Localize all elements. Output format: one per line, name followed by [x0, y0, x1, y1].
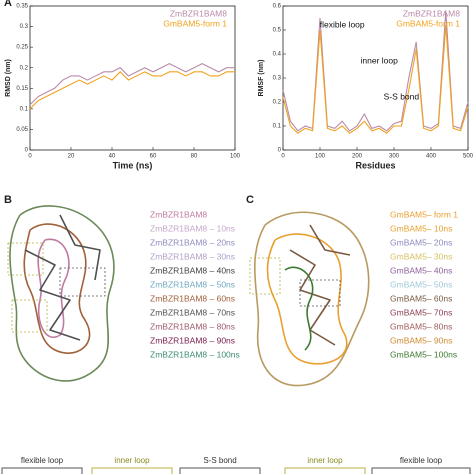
legend-entry: ZmBZR1BAM8 – 30ns — [150, 251, 235, 261]
x-tick-label: 60 — [150, 154, 157, 160]
legend-entry: ZmBZR1BAM8 — [150, 209, 207, 219]
inset-label: S-S bond — [203, 456, 236, 465]
legend-entry: ZmBZR1BAM8 — [170, 8, 227, 18]
x-tick-label: 100 — [315, 154, 326, 160]
legend-entry: ZmBZR1BAM8 – 50ns — [150, 279, 235, 289]
panel-label: A — [4, 0, 12, 9]
legend-entry: ZmBZR1BAM8 – 70ns — [150, 307, 235, 317]
legend-entry: GmBAM5– 100ns — [390, 349, 457, 359]
box — [299, 279, 341, 307]
backbone — [266, 233, 348, 365]
annotation: inner loop — [361, 55, 399, 65]
x-tick-label: 40 — [109, 154, 116, 160]
y-tick-label: 0.3 — [20, 24, 29, 30]
box — [11, 299, 48, 333]
y-tick-label: 0.6 — [273, 4, 282, 10]
legend-entry: GmBAM5– 30ns — [390, 251, 452, 261]
legend-entry: ZmBZR1BAM8 – 90ns — [150, 335, 235, 345]
backbone — [9, 205, 115, 382]
legend-entry: GmBAM5-form 1 — [163, 18, 227, 28]
x-tick-label: 0 — [28, 154, 32, 160]
y-axis-label: RMSF (nm) — [258, 60, 265, 97]
series-line — [282, 10, 469, 132]
backbone — [284, 266, 314, 351]
backbone — [254, 211, 370, 387]
series-line — [29, 71, 235, 110]
legend-entry: GmBAM5– 50ns — [390, 279, 452, 289]
series-line — [29, 62, 235, 106]
y-tick-label: 0.15 — [16, 86, 28, 92]
x-tick-label: 20 — [68, 154, 75, 160]
inset-frames — [1, 467, 471, 474]
y-tick-label: 0.5 — [273, 28, 282, 34]
x-tick-label: 80 — [191, 154, 198, 160]
panel-label: C — [246, 194, 254, 206]
y-tick-label: 0 — [25, 148, 29, 154]
y-tick-label: 0.2 — [273, 100, 282, 106]
backbone — [23, 223, 91, 354]
legend-entry: ZmBZR1BAM8 – 100ns — [150, 349, 240, 359]
legend-entry: GmBAM5– 40ns — [390, 265, 452, 275]
y-tick-label: 0 — [278, 148, 282, 154]
box — [7, 242, 44, 276]
legend-entry: ZmBZR1BAM8 — [403, 8, 460, 18]
x-tick-label: 300 — [389, 154, 400, 160]
legend-entry: GmBAM5– 80ns — [390, 321, 452, 331]
legend-entry: GmBAM5– form 1 — [390, 209, 458, 219]
legend-entry: ZmBZR1BAM8 – 60ns — [150, 293, 235, 303]
legend-entry: GmBAM5– 20ns — [390, 237, 452, 247]
x-tick-label: 100 — [230, 154, 241, 160]
box — [249, 257, 281, 295]
inset-label: flexible loop — [21, 456, 64, 465]
legend-entry: ZmBZR1BAM8 – 10ns — [150, 223, 235, 233]
legend-entry: ZmBZR1BAM8 – 40ns — [150, 265, 235, 275]
legend-entry: GmBAM5– 60ns — [390, 293, 452, 303]
y-tick-label: 0.05 — [16, 127, 28, 133]
x-axis-label: Residues — [355, 160, 395, 170]
plot-frame — [29, 5, 236, 151]
inset-label: inner loop — [307, 456, 343, 465]
legend-entry: ZmBZR1BAM8 – 80ns — [150, 321, 235, 331]
y-tick-label: 0.2 — [20, 65, 29, 71]
legend-entry: GmBAM5– 90ns — [390, 335, 452, 345]
legend-entry: ZmBZR1BAM8 – 20ns — [150, 237, 235, 247]
legend-entry: GmBAM5– 70ns — [390, 307, 452, 317]
box — [59, 267, 106, 297]
x-tick-label: 0 — [281, 154, 285, 160]
x-tick-label: 500 — [463, 154, 474, 160]
y-tick-label: 0.35 — [16, 4, 28, 10]
structure-b — [7, 205, 115, 382]
x-tick-label: 200 — [352, 154, 363, 160]
y-tick-label: 0.4 — [273, 52, 282, 58]
y-tick-label: 0.25 — [16, 45, 28, 51]
x-tick-label: 400 — [426, 154, 437, 160]
y-tick-label: 0.1 — [20, 106, 29, 112]
backbone — [289, 224, 351, 346]
backbone — [37, 238, 70, 338]
legend-entry: GmBAM5– 10ns — [390, 223, 452, 233]
series-line — [282, 25, 469, 134]
inset-label: flexible loop — [400, 456, 443, 465]
y-axis-label: RMSD (nm) — [5, 59, 12, 97]
annotation: S-S bond — [384, 91, 420, 101]
inset-label: inner loop — [114, 456, 150, 465]
backbone — [24, 214, 101, 341]
legend-entry: GmBAM5-form 1 — [396, 18, 460, 28]
y-tick-label: 0.3 — [273, 76, 282, 82]
panel-label: B — [4, 194, 12, 206]
structure-c — [249, 211, 370, 387]
x-axis-label: Time (ns) — [113, 160, 153, 170]
annotation: flexible loop — [320, 19, 365, 29]
y-tick-label: 0.1 — [273, 124, 282, 130]
